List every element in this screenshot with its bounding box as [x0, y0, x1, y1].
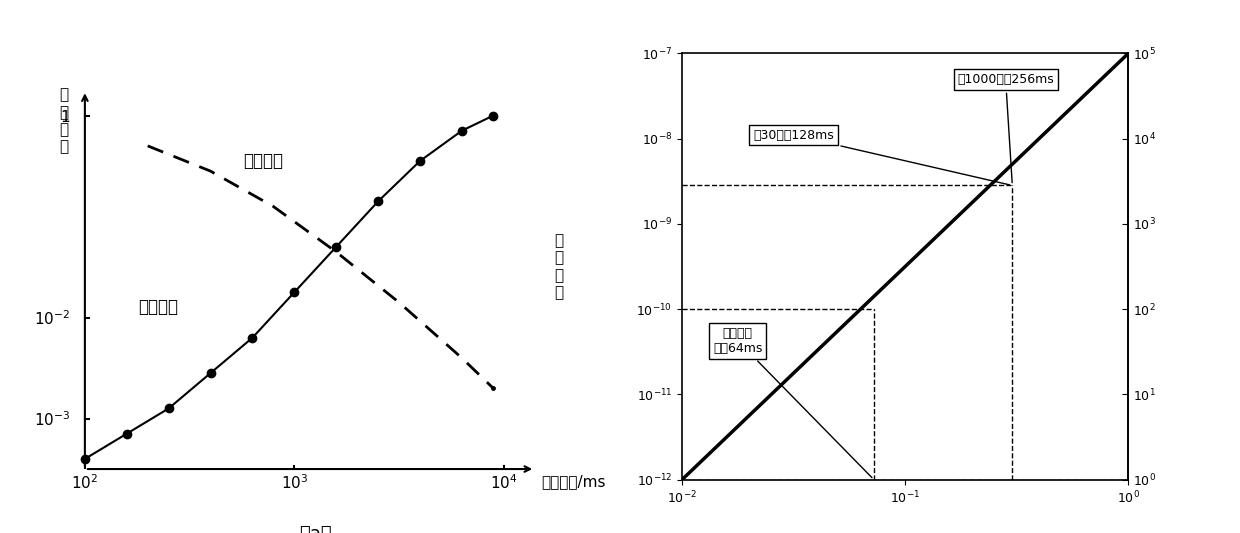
Text: 累
积
概
率: 累 积 概 率 [60, 87, 68, 155]
Text: 累
积
概
率: 累 积 概 率 [554, 233, 564, 300]
Text: （a）: （a） [299, 524, 331, 533]
Text: 主分布区: 主分布区 [243, 152, 283, 170]
Text: 约1000个，256ms: 约1000个，256ms [957, 73, 1054, 183]
Text: 保持时间/ms: 保持时间/ms [542, 474, 606, 489]
Text: 临界刷新
间隔64ms: 临界刷新 间隔64ms [713, 327, 872, 478]
Text: 尾端分布: 尾端分布 [138, 298, 179, 317]
Text: 约30个，128ms: 约30个，128ms [753, 128, 1009, 185]
